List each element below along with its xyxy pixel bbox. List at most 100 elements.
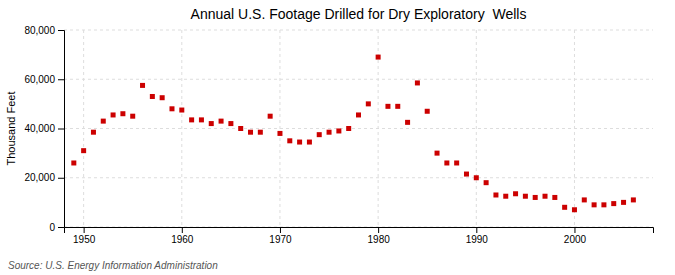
point: [91, 130, 96, 135]
point: [111, 112, 116, 117]
tick: 1990: [466, 227, 489, 245]
point: [533, 195, 538, 200]
point: [327, 130, 332, 135]
point: [317, 132, 322, 137]
points: [71, 55, 636, 213]
point: [474, 175, 479, 180]
tick: 1960: [171, 227, 194, 245]
tick-label: 0: [49, 222, 55, 233]
tick-label: 1950: [73, 234, 96, 245]
point: [562, 205, 567, 210]
tick-label: 1960: [171, 234, 194, 245]
grid-line: [64, 30, 653, 31]
point: [169, 106, 174, 111]
point: [268, 114, 273, 119]
point: [346, 126, 351, 131]
y-axis-title: Thousand Feet: [5, 92, 17, 166]
tick: 20,000: [24, 172, 64, 183]
axis-line: [58, 31, 65, 228]
point: [395, 104, 400, 109]
tick: 1950: [73, 227, 96, 245]
point: [405, 120, 410, 125]
point: [219, 119, 224, 124]
point: [209, 121, 214, 126]
grid-line: [476, 30, 477, 227]
point: [120, 111, 125, 116]
tick-label: 1990: [466, 234, 489, 245]
tick-label: 60,000: [24, 74, 55, 85]
point: [199, 117, 204, 122]
point: [160, 95, 165, 100]
tick: 0: [49, 222, 64, 233]
tick-label: 1970: [269, 234, 292, 245]
point: [611, 201, 616, 206]
point: [356, 112, 361, 117]
point: [503, 194, 508, 199]
point: [228, 121, 233, 126]
tick-label: 40,000: [24, 123, 55, 134]
point: [385, 104, 390, 109]
point: [238, 126, 243, 131]
tick-label: 80,000: [24, 25, 55, 36]
tick: 1970: [269, 227, 292, 245]
tick-mark: [182, 227, 183, 233]
tick-mark: [84, 227, 85, 233]
source: Source: U.S. Energy Information Administ…: [8, 260, 218, 271]
point: [179, 108, 184, 113]
point: [523, 194, 528, 199]
tick: 60,000: [24, 74, 64, 85]
tick: 80,000: [24, 25, 64, 36]
point: [513, 191, 518, 196]
tick-mark: [58, 30, 64, 31]
grid-line: [64, 128, 653, 129]
point: [454, 160, 459, 165]
point: [592, 202, 597, 207]
point: [366, 101, 371, 106]
tick-mark: [58, 79, 64, 80]
point: [425, 109, 430, 114]
point: [81, 148, 86, 153]
grid-line: [181, 30, 182, 227]
point: [297, 140, 302, 145]
point: [287, 138, 292, 143]
point: [572, 207, 577, 212]
tick-mark: [378, 227, 379, 233]
tick-mark: [58, 178, 64, 179]
point: [307, 140, 312, 145]
point: [150, 94, 155, 99]
tick-mark: [476, 227, 477, 233]
tick-label: 20,000: [24, 172, 55, 183]
tick-label: 2000: [564, 234, 587, 245]
point: [101, 119, 106, 124]
tick-mark: [58, 129, 64, 130]
tick: 2000: [564, 227, 587, 245]
point: [493, 192, 498, 197]
tick-label: 1980: [368, 234, 391, 245]
point: [415, 80, 420, 85]
point: [621, 200, 626, 205]
point: [444, 160, 449, 165]
point: [376, 55, 381, 60]
point: [130, 114, 135, 119]
tick: 40,000: [24, 123, 64, 134]
tick-mark: [574, 227, 575, 233]
point: [71, 160, 76, 165]
grid-line: [279, 30, 280, 227]
point: [601, 202, 606, 207]
point: [336, 128, 341, 133]
point: [631, 197, 636, 202]
point: [140, 83, 145, 88]
point: [258, 130, 263, 135]
grid: [64, 30, 653, 227]
point: [464, 172, 469, 177]
plot-area: 1950 1960 1970 1980 1990 2000 0 20,000 40,000 60,…: [24, 25, 653, 245]
tick: 1980: [368, 227, 391, 245]
point: [552, 195, 557, 200]
x-axis: 1950 1960 1970 1980 1990 2000: [65, 227, 654, 245]
grid-line: [64, 79, 653, 80]
point: [189, 117, 194, 122]
point: [543, 194, 548, 199]
title: Annual U.S. Footage Drilled for Dry Expl…: [191, 6, 527, 22]
tick-mark: [58, 227, 64, 228]
chart: 1950 1960 1970 1980 1990 2000 0 20,000 40,000 60,…: [0, 0, 675, 275]
